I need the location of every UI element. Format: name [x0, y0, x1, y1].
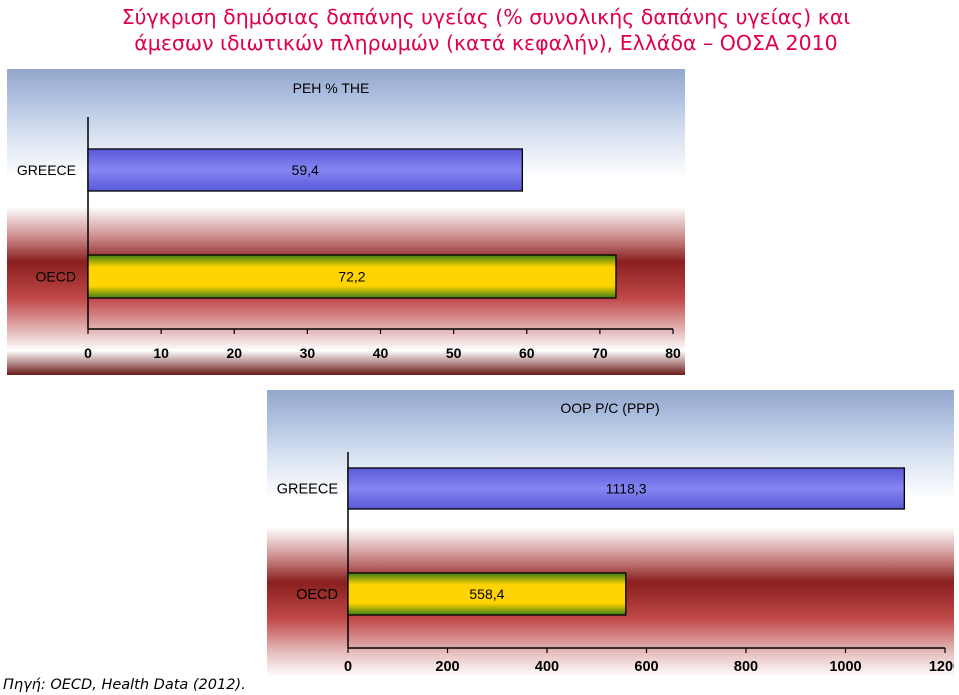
chart-peh-the: PEH % THE 0 10 20 30 40 50 60 70 80 GREECE 59,4 OECD…: [17, 80, 681, 361]
x-tick-label: 60: [519, 345, 535, 361]
source-note: Πηγή: OECD, Health Data (2012).: [3, 677, 246, 693]
x-tick-label: 10: [153, 345, 169, 361]
bar-oecd: [87, 254, 617, 299]
x-tick-label: 50: [446, 345, 462, 361]
x-tick-label: 0: [344, 659, 352, 675]
data-label: 72,2: [338, 269, 365, 285]
x-tick-label: 600: [634, 659, 658, 675]
x-tick-label: 40: [373, 345, 389, 361]
x-tick-label: 0: [84, 345, 92, 361]
x-tick-label: 1200: [929, 659, 954, 675]
category-label: OECD: [36, 269, 76, 285]
title-line-1: Σύγκριση δημόσιας δαπάνης υγείας (% συνο…: [121, 5, 851, 29]
chart-title: PEH % THE: [293, 80, 370, 96]
chart-panel-oop: OOP P/C (PPP) 0 200 400 600 800 1000 1200 GREECE…: [267, 390, 954, 695]
category-label: GREECE: [277, 482, 339, 498]
chart-panel-peh: PEH % THE 0 10 20 30 40 50 60 70 80 GREECE 59,4 OECD…: [7, 69, 685, 375]
x-tick-label: 1000: [829, 659, 861, 675]
category-label: OECD: [296, 587, 338, 603]
data-label: 1118,3: [606, 481, 647, 497]
chart-oop-pc: OOP P/C (PPP) 0 200 400 600 800 1000 1200 GREECE…: [277, 400, 954, 675]
bar-oecd: [347, 572, 627, 616]
title-line-2: άμεσων ιδιωτικών πληρωμών (κατά κεφαλήν)…: [134, 31, 838, 55]
x-tick-label: 80: [665, 345, 681, 361]
category-label: GREECE: [17, 162, 76, 178]
page-title: Σύγκριση δημόσιας δαπάνης υγείας (% συνο…: [0, 4, 959, 56]
x-tick-label: 200: [435, 659, 459, 675]
x-tick-label: 30: [300, 345, 316, 361]
bar-greece: [347, 467, 906, 510]
x-tick-label: 800: [734, 659, 758, 675]
chart-title: OOP P/C (PPP): [560, 400, 659, 416]
bar-greece: [87, 148, 524, 192]
x-tick-label: 400: [535, 659, 559, 675]
data-label: 558,4: [469, 586, 504, 602]
x-tick-label: 20: [226, 345, 242, 361]
x-tick-label: 70: [592, 345, 608, 361]
data-label: 59,4: [292, 162, 319, 178]
